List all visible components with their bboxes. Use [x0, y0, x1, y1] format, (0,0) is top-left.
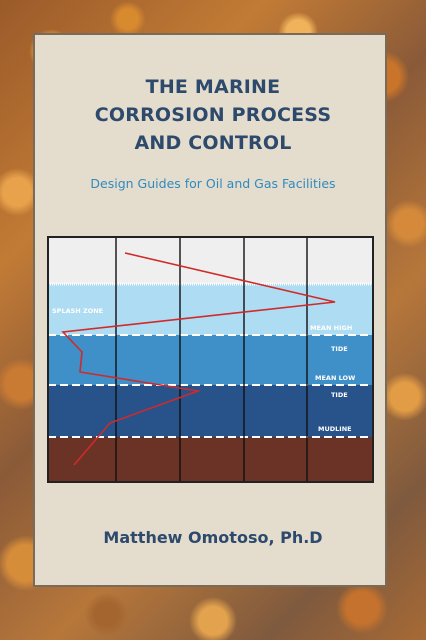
book-title: THE MARINE CORROSION PROCESS AND CONTROL — [36, 73, 390, 157]
title-line-3: AND CONTROL — [134, 132, 292, 154]
book-subtitle: Design Guides for Oil and Gas Facilities — [90, 176, 336, 191]
mean-high-tide-label-1: MEAN HIGH — [310, 324, 352, 332]
intertidal-zone — [48, 335, 373, 385]
pile-grid — [115, 237, 308, 482]
mean-low-tide-label-2: TIDE — [331, 391, 348, 399]
title-line-2: CORROSION PROCESS — [94, 104, 332, 126]
title-line-1: THE MARINE — [145, 76, 281, 98]
splash-zone — [48, 284, 373, 335]
mudline-label: MUDLINE — [318, 425, 352, 433]
diagram-frame — [47, 236, 374, 483]
corrosion-rate-curve — [61, 252, 336, 466]
mean-low-tide-label-1: MEAN LOW — [315, 374, 355, 382]
submerged-zone — [48, 385, 373, 437]
atmosphere-zone — [48, 237, 373, 284]
mud-zone — [48, 437, 373, 482]
author-name: Matthew Omotoso, Ph.D — [103, 528, 323, 547]
mean-high-tide-label-2: TIDE — [331, 345, 348, 353]
splash-zone-label: SPLASH ZONE — [52, 307, 103, 315]
